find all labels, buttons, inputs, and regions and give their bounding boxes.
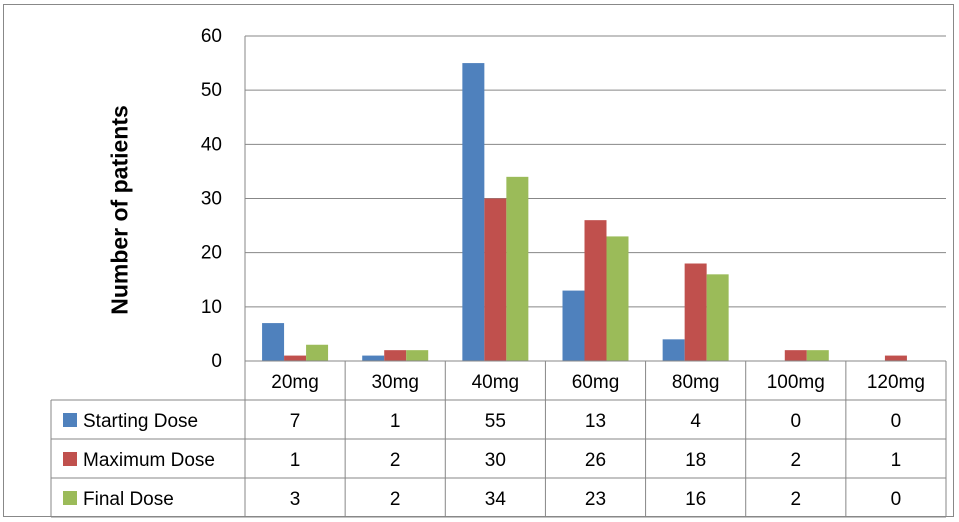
bar [784, 350, 807, 361]
table-cell-value: 55 [485, 411, 506, 432]
bar [484, 198, 507, 361]
table-cell-value: 13 [585, 411, 606, 432]
y-tick-label: 0 [211, 351, 222, 372]
bar [584, 220, 607, 361]
table-cell-value: 2 [790, 489, 801, 510]
table-cell-value: 34 [485, 489, 507, 510]
bar [884, 355, 907, 361]
bar [506, 176, 529, 361]
legend-label: Starting Dose [83, 411, 198, 432]
x-tick-label: 20mg [271, 372, 319, 393]
x-tick-label: 40mg [472, 372, 520, 393]
table-cell-value: 23 [585, 489, 606, 510]
table-cell-value: 1 [390, 411, 401, 432]
legend-key [63, 491, 77, 505]
table-cell-value: 30 [485, 450, 506, 471]
y-tick-label: 40 [201, 134, 222, 155]
table-cell-value: 0 [891, 489, 902, 510]
table-cell-value: 1 [290, 450, 301, 471]
x-tick-label: 30mg [371, 372, 419, 393]
table-cell-value: 16 [685, 489, 706, 510]
bar [406, 350, 429, 361]
table-cell-value: 1 [891, 450, 902, 471]
y-tick-label: 20 [201, 243, 222, 264]
bar [662, 339, 685, 361]
x-tick-label: 80mg [672, 372, 720, 393]
bar [384, 350, 407, 361]
y-tick-label: 30 [201, 189, 222, 210]
legend-key [63, 452, 77, 466]
table-cell-value: 2 [390, 489, 401, 510]
table-cell-value: 18 [685, 450, 706, 471]
legend-label: Final Dose [83, 489, 174, 510]
bar [262, 323, 285, 361]
table-cell-value: 4 [690, 411, 701, 432]
table-cell-value: 2 [390, 450, 401, 471]
bar [462, 63, 485, 361]
table-cell-value: 2 [790, 450, 801, 471]
table-cell-value: 26 [585, 450, 606, 471]
bar [284, 355, 307, 361]
bar [706, 274, 729, 361]
bar [306, 344, 329, 361]
bar [684, 263, 707, 361]
bar [806, 350, 829, 361]
x-tick-label: 100mg [767, 372, 825, 393]
legend-key [63, 413, 77, 427]
table-cell-value: 7 [290, 411, 301, 432]
table-cell-value: 3 [290, 489, 301, 510]
y-tick-label: 10 [201, 297, 222, 318]
x-tick-label: 60mg [572, 372, 620, 393]
bar [362, 355, 385, 361]
y-tick-label: 60 [201, 26, 222, 47]
x-tick-label: 120mg [867, 372, 925, 393]
table-cell-value: 0 [790, 411, 801, 432]
bar [562, 290, 585, 361]
y-tick-label: 50 [201, 80, 222, 101]
bar [606, 236, 629, 361]
legend-label: Maximum Dose [83, 450, 215, 471]
table-cell-value: 0 [891, 411, 902, 432]
